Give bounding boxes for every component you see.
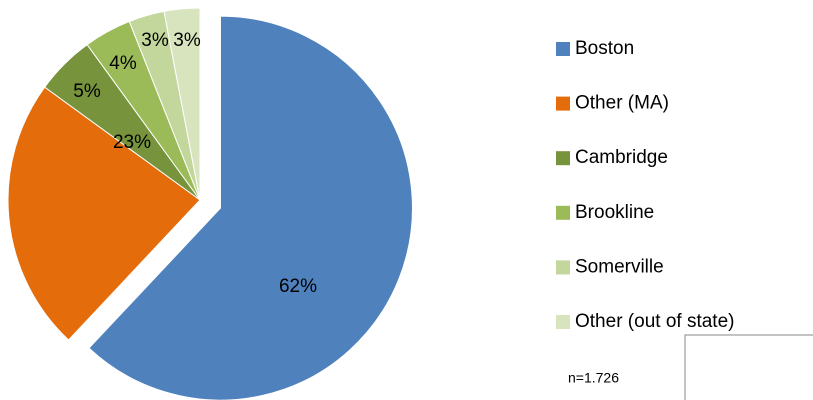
legend-label: Somerville <box>575 256 664 277</box>
legend-label: Boston <box>575 38 634 59</box>
legend-label: Cambridge <box>575 147 668 168</box>
legend-swatch <box>556 42 570 56</box>
legend-label: Other (out of state) <box>575 311 734 332</box>
legend-label: Brookline <box>575 202 654 223</box>
pie-slice <box>163 7 201 201</box>
data-label: 3% <box>141 30 169 51</box>
data-label: 23% <box>113 132 151 153</box>
legend-swatch <box>556 151 570 166</box>
legend-swatch <box>556 260 570 275</box>
data-label: 4% <box>109 53 137 74</box>
pie-slice <box>7 86 201 341</box>
pie-slice <box>88 15 413 400</box>
legend-swatch <box>556 315 570 329</box>
data-label: 62% <box>279 276 317 297</box>
data-label: 5% <box>73 81 101 102</box>
data-label: 3% <box>173 30 201 51</box>
legend-label: Other (MA) <box>575 93 669 114</box>
annotation: n=1.726 <box>568 370 619 386</box>
legend-swatch <box>556 96 570 111</box>
legend-swatch <box>556 205 570 220</box>
frame-box <box>684 334 813 400</box>
